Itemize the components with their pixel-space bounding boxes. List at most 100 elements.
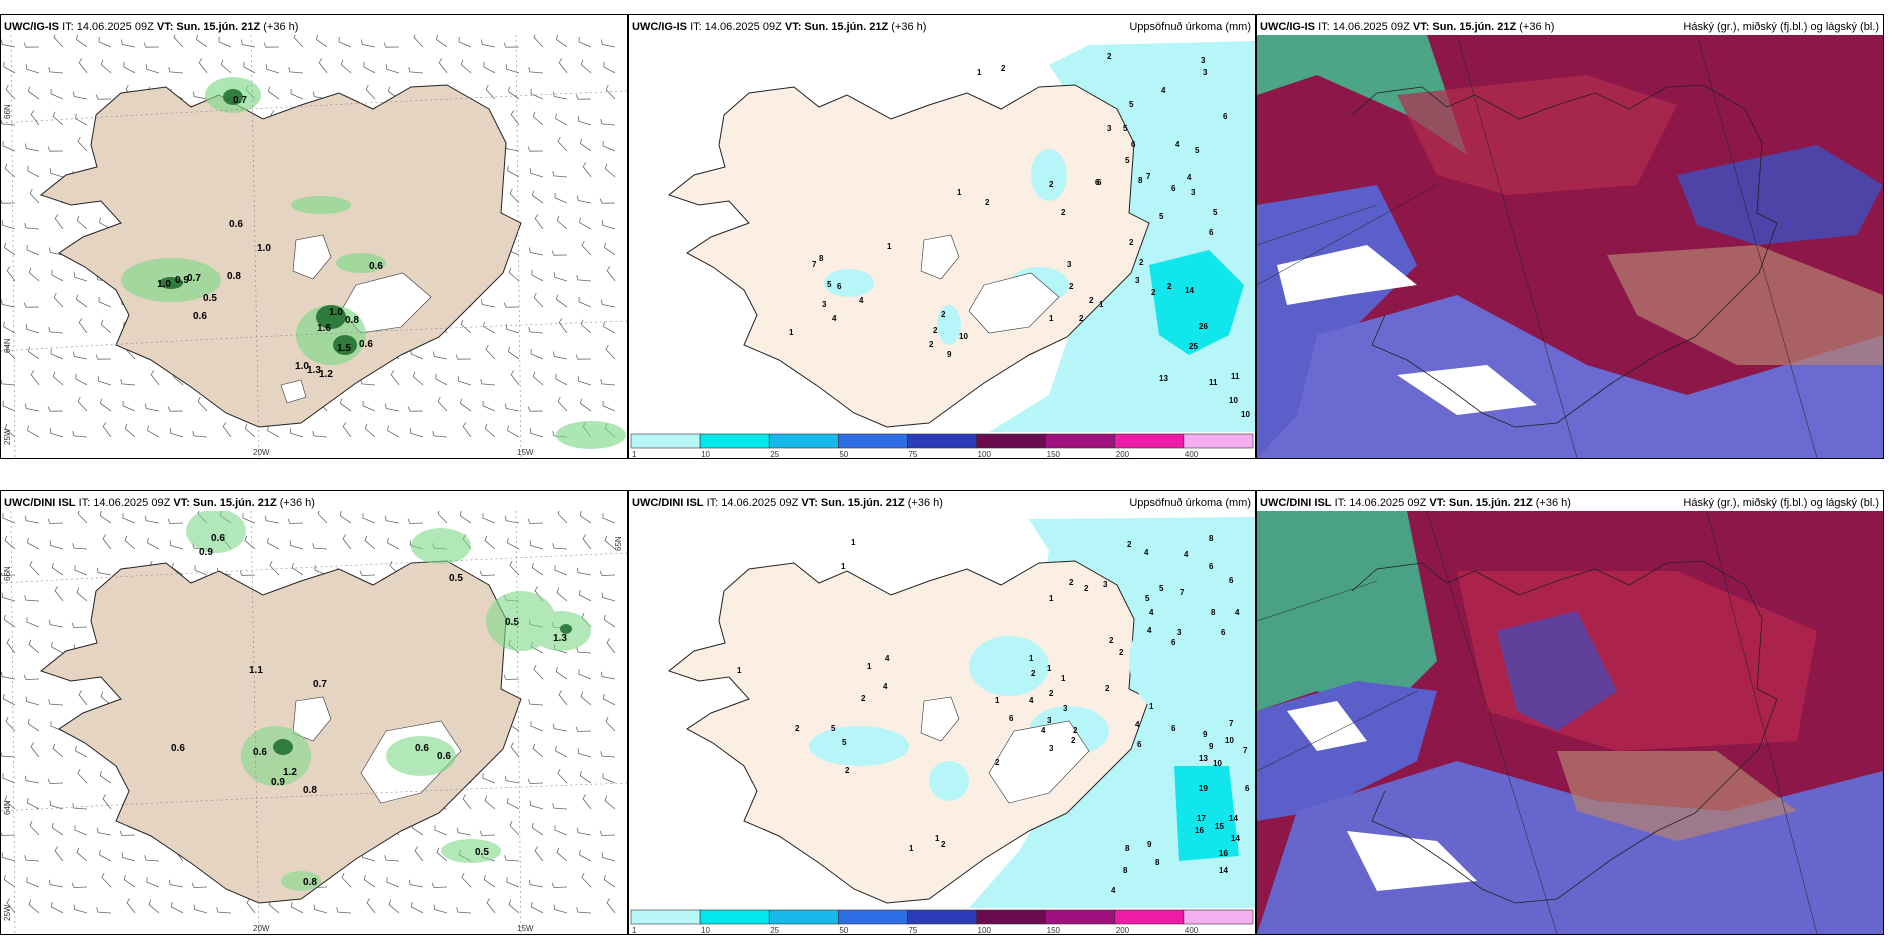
wind-barb [2,400,16,412]
wind-barb [509,188,520,204]
precip-label: 7 [1229,719,1234,728]
precip-label: 10 [1229,396,1238,405]
panel-header: UWC/IG-IS IT: 14.06.2025 09Z VT: Sun. 15… [632,21,927,33]
wind-barb [555,35,568,48]
wind-barb [267,425,280,438]
wind-barb [287,518,304,524]
precip-label: 3 [1107,124,1112,133]
wind-barb [360,378,376,386]
precip-label: 4 [832,314,837,323]
wind-barb [579,217,592,230]
wind-barb [5,344,16,360]
precip-label: 9 [1209,742,1214,751]
wind-barb [387,425,400,438]
precip-label: 13 [1199,754,1208,763]
mid-cloud-brown [1557,751,1797,841]
lon-label-25: 25W [3,904,12,921]
wind-label: 1.5 [337,343,351,354]
wind-barb [99,398,112,412]
wind-barb [28,267,40,282]
wind-barb [555,745,568,758]
wind-barb [71,882,88,888]
wind-barb [605,716,616,732]
precip-heavy [1149,250,1244,355]
wind-barb [78,58,88,74]
precip-label: 2 [1001,64,1006,73]
precip-label: 4 [1111,886,1116,895]
wind-barb [600,118,616,126]
wind-barb [173,35,184,48]
wind-barb [73,904,88,914]
colorbar-swatch [907,433,977,449]
wind-barb [530,721,544,732]
wind-barb [551,250,568,256]
wind-barb [51,562,64,576]
high-cloud-green [1257,511,1437,721]
clear-patch [1277,245,1417,305]
wind-barb [51,901,64,914]
wind-barb [2,773,16,784]
precip-label: 9 [1147,840,1152,849]
wind-barb [23,674,40,680]
wind-barb [264,515,280,524]
wind-label: 1.2 [283,767,297,778]
precip-label: 6 [1223,112,1228,121]
wind-barb [27,86,40,100]
wind-barb [577,376,592,386]
wind-barb [582,534,592,550]
wind-map: 0.6 0.9 0.5 0.5 1.3 1.1 0.7 0.6 0.6 0.6 … [1,511,627,934]
panel-subtitle: Háský (gr.), miðský (fj.bl.) og lágský (… [1683,21,1879,33]
precip-label: 3 [1135,276,1140,285]
wind-label: 0.9 [175,275,189,286]
precip-label: 4 [1135,720,1140,729]
wind-barb [551,882,568,888]
wind-barb [486,898,496,914]
wind-label: 0.8 [303,785,317,796]
wind-barb [28,639,40,654]
wind-barb [456,827,472,836]
clear-patch-2 [1347,831,1477,891]
wind-barb [482,400,496,412]
wind-barb [481,39,496,48]
wind-barb [510,110,520,126]
lat-label-64: 64N [3,800,12,815]
precip-label: 1 [1099,300,1104,309]
lat-label-66: 66N [3,566,12,581]
wind-barb [289,428,304,438]
precip-label: 3 [1201,56,1206,65]
wind-barb [150,370,160,386]
precip-label: 3 [1047,716,1052,725]
wind-barb [102,794,112,810]
wind-barb [342,422,352,438]
wind-barb [434,825,448,836]
wind-barb [576,274,592,282]
wind-barb [244,535,256,550]
panel-subtitle: Háský (gr.), miðský (fj.bl.) og lágský (… [1683,497,1879,509]
wind-barb [54,586,64,602]
wind-barb [26,244,40,256]
wind-barb [29,820,40,836]
wind-barb [77,511,88,524]
precip-label: 1 [1047,664,1052,673]
precip-label: 8 [1125,844,1130,853]
wind-barb [603,614,616,628]
wind-barb [552,543,568,550]
wind-barb [528,879,544,888]
wind-barb [604,795,616,810]
graticule [1,35,627,458]
wind-barb [483,61,496,74]
precip-label: 2 [1119,648,1124,657]
wind-barb [191,882,208,888]
wind-barb [528,66,544,74]
wind-barb [290,88,304,100]
wind-barb [338,36,352,48]
wind-barb [48,326,64,334]
precip-label: 6 [837,282,842,291]
wind-barb [168,879,184,888]
blue-streak [1497,611,1617,731]
precip-label: 2 [1084,584,1089,593]
precip-label: 6 [1245,784,1250,793]
precip-label: 2 [1167,282,1172,291]
wind-barb [558,318,568,334]
wind-barb [25,324,40,334]
